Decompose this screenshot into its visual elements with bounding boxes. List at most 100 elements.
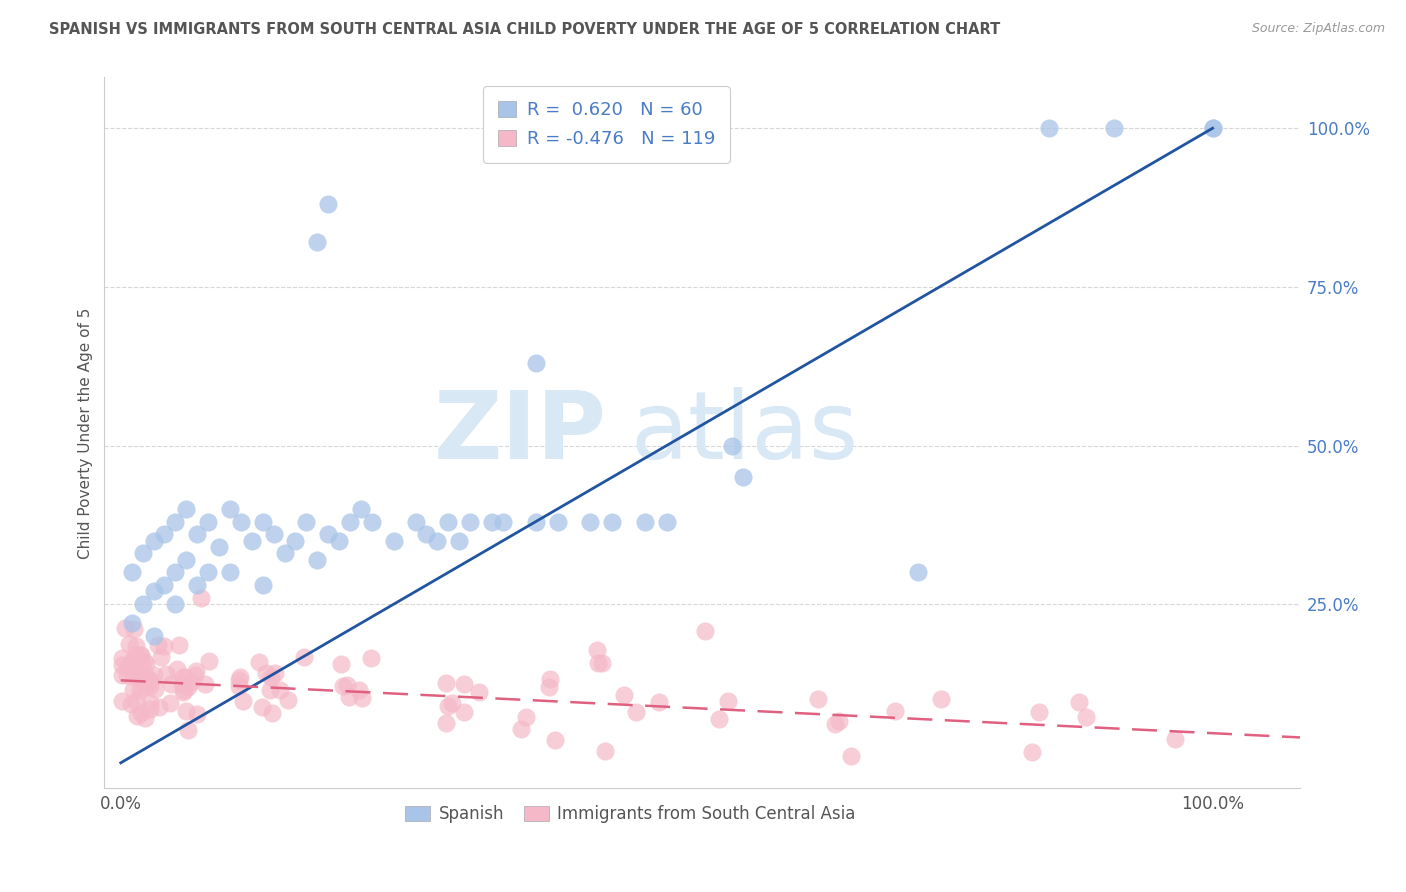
Point [121, 566, 143, 580]
Text: ZIP: ZIP [433, 387, 606, 479]
Point [125, 694, 148, 708]
Point [148, 700, 170, 714]
Point [284, 533, 307, 548]
Point [655, 515, 678, 529]
Point [122, 683, 145, 698]
Point [426, 533, 449, 548]
Point [159, 696, 181, 710]
Point [440, 696, 463, 710]
Point [135, 657, 157, 671]
Point [1163, 731, 1185, 746]
Point [110, 651, 132, 665]
Point [197, 566, 219, 580]
Point [120, 697, 142, 711]
Point [337, 690, 360, 704]
Point [586, 656, 609, 670]
Point [707, 712, 730, 726]
Point [219, 566, 242, 580]
Point [124, 670, 146, 684]
Point [219, 502, 242, 516]
Point [160, 677, 183, 691]
Point [153, 578, 176, 592]
Point [127, 650, 149, 665]
Point [347, 683, 370, 698]
Point [382, 533, 405, 548]
Point [186, 527, 208, 541]
Point [142, 629, 165, 643]
Point [1021, 745, 1043, 759]
Point [186, 707, 208, 722]
Point [453, 677, 475, 691]
Point [139, 673, 162, 687]
Point [229, 670, 252, 684]
Point [721, 438, 744, 452]
Point [165, 597, 187, 611]
Point [124, 648, 146, 663]
Point [360, 651, 382, 665]
Point [139, 679, 162, 693]
Point [263, 527, 285, 541]
Text: SPANISH VS IMMIGRANTS FROM SOUTH CENTRAL ASIA CHILD POVERTY UNDER THE AGE OF 5 C: SPANISH VS IMMIGRANTS FROM SOUTH CENTRAL… [49, 22, 1001, 37]
Point [277, 693, 299, 707]
Y-axis label: Child Poverty Under the Age of 5: Child Poverty Under the Age of 5 [79, 307, 93, 558]
Point [544, 733, 567, 747]
Point [134, 681, 156, 695]
Point [468, 685, 491, 699]
Point [360, 515, 382, 529]
Point [240, 533, 263, 548]
Point [138, 701, 160, 715]
Point [121, 654, 143, 668]
Point [1028, 705, 1050, 719]
Point [153, 527, 176, 541]
Point [125, 708, 148, 723]
Point [434, 676, 457, 690]
Point [128, 648, 150, 662]
Point [165, 515, 187, 529]
Point [260, 706, 283, 720]
Point [165, 566, 187, 580]
Point [733, 470, 755, 484]
Point [184, 667, 207, 681]
Point [174, 502, 197, 516]
Point [328, 533, 350, 548]
Point [307, 235, 329, 250]
Point [828, 714, 851, 729]
Point [437, 515, 460, 529]
Point [624, 705, 647, 719]
Point [449, 533, 471, 548]
Point [117, 637, 139, 651]
Point [111, 658, 134, 673]
Point [264, 666, 287, 681]
Point [142, 668, 165, 682]
Point [907, 566, 929, 580]
Point [537, 680, 560, 694]
Point [166, 662, 188, 676]
Point [134, 711, 156, 725]
Point [228, 679, 250, 693]
Point [167, 638, 190, 652]
Point [146, 639, 169, 653]
Point [135, 669, 157, 683]
Point [121, 616, 143, 631]
Point [1038, 121, 1060, 136]
Point [186, 664, 208, 678]
Point [254, 666, 277, 681]
Point [332, 679, 354, 693]
Point [591, 656, 613, 670]
Point [600, 515, 623, 529]
Point [172, 684, 194, 698]
Point [177, 680, 200, 694]
Point [174, 553, 197, 567]
Point [194, 677, 217, 691]
Point [352, 691, 374, 706]
Point [155, 667, 177, 681]
Text: Source: ZipAtlas.com: Source: ZipAtlas.com [1251, 22, 1385, 36]
Point [121, 665, 143, 679]
Point [186, 578, 208, 592]
Point [547, 515, 569, 529]
Point [122, 665, 145, 679]
Point [127, 669, 149, 683]
Legend: Spanish, Immigrants from South Central Asia: Spanish, Immigrants from South Central A… [398, 798, 862, 830]
Point [252, 699, 274, 714]
Point [252, 515, 274, 529]
